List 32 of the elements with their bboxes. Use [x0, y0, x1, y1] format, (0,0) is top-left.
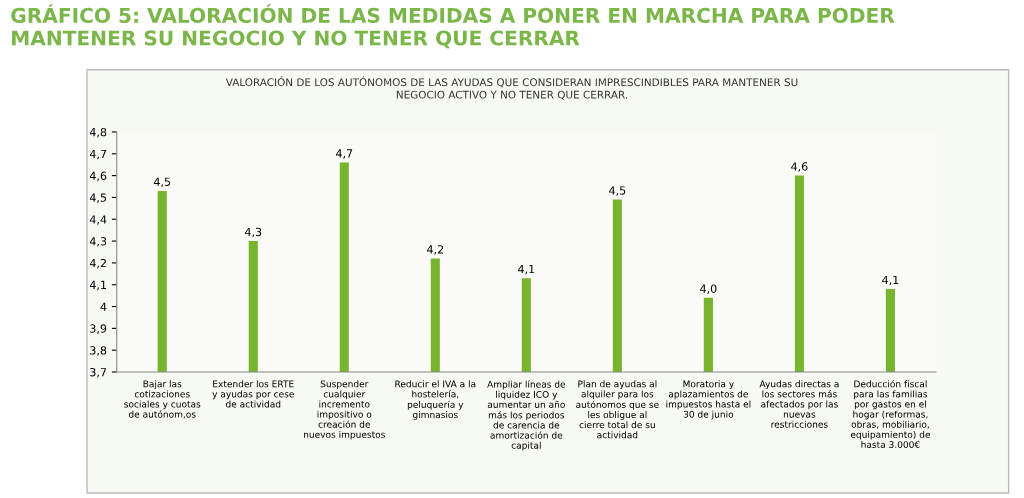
data-label: 4,7 [336, 149, 353, 159]
y-tick-label: 4 [100, 302, 107, 311]
data-label: 4,3 [244, 227, 262, 238]
x-tick-label: Extender los ERTE y ayudas por cese de actividad [212, 380, 294, 408]
y-tick-label: 4,6 [89, 171, 107, 182]
x-tick-label: Suspender cualquier incremento impositivo o creación de nuevos impuestos [304, 380, 385, 440]
x-tick-label: Ampliar líneas de liquidez ICO y aumentar un año más los periodos de carencia de amortización de capital [487, 380, 566, 451]
data-label: 4,1 [518, 264, 535, 275]
data-label: 4,0 [700, 284, 717, 295]
data-label: 4,2 [427, 245, 444, 255]
y-tick-label: 4,4 [89, 215, 107, 225]
data-label: 4,1 [882, 275, 899, 286]
x-tick-label: Ayudas directas a los sectores más afectados por las nuevas restricciones [759, 380, 839, 428]
x-tick-label: Bajar las cotizaciones sociales y cuotas de autónom,os [124, 380, 201, 419]
chart-title: GRÁFICO 5: VALORACIÓN DE LAS MEDIDAS A PONER EN MARCHA PARA PODER MANTENER SU NEGOCIO Y NO TENER QUE CERRAR [11, 4, 895, 49]
x-tick-label: Reducir el IVA a la hostelería, peluquería y gimnasios [395, 380, 476, 420]
data-label: 4,5 [153, 177, 171, 188]
y-tick-label: 3,8 [90, 346, 107, 356]
x-tick-label: Moratoria y aplazamientos de impuestos hasta el 30 de junio [666, 380, 751, 420]
y-tick-label: 4,5 [89, 193, 107, 203]
y-tick-label: 3,7 [90, 367, 107, 378]
y-tick-label: 3,9 [90, 324, 107, 334]
x-tick-label: Plan de ayudas al alquiler para los autónomos que se les obligue al cierre total de su actividad [576, 380, 659, 439]
chart-subtitle: VALORACIÓN DE LOS AUTÓNOMOS DE LAS AYUDAS QUE CONSIDERAN IMPRESCINDIBLES PARA MANTENER SU NEGOCIO ACTIVO Y NO TENER QUE CERRAR. [225, 76, 798, 100]
y-tick-label: 4,7 [89, 149, 107, 160]
y-tick-label: 4,3 [89, 237, 107, 247]
data-label: 4,6 [791, 162, 808, 172]
data-label: 4,5 [609, 186, 626, 196]
y-tick-label: 4,1 [89, 280, 106, 291]
x-tick-label: Deducción fiscal para las familias por gastos en el hogar (reformas, obras, mobiliario, equipamiento) de hasta 3.000€ [850, 379, 930, 448]
y-tick-label: 4,2 [89, 258, 106, 269]
y-tick-label: 4,8 [89, 127, 107, 138]
